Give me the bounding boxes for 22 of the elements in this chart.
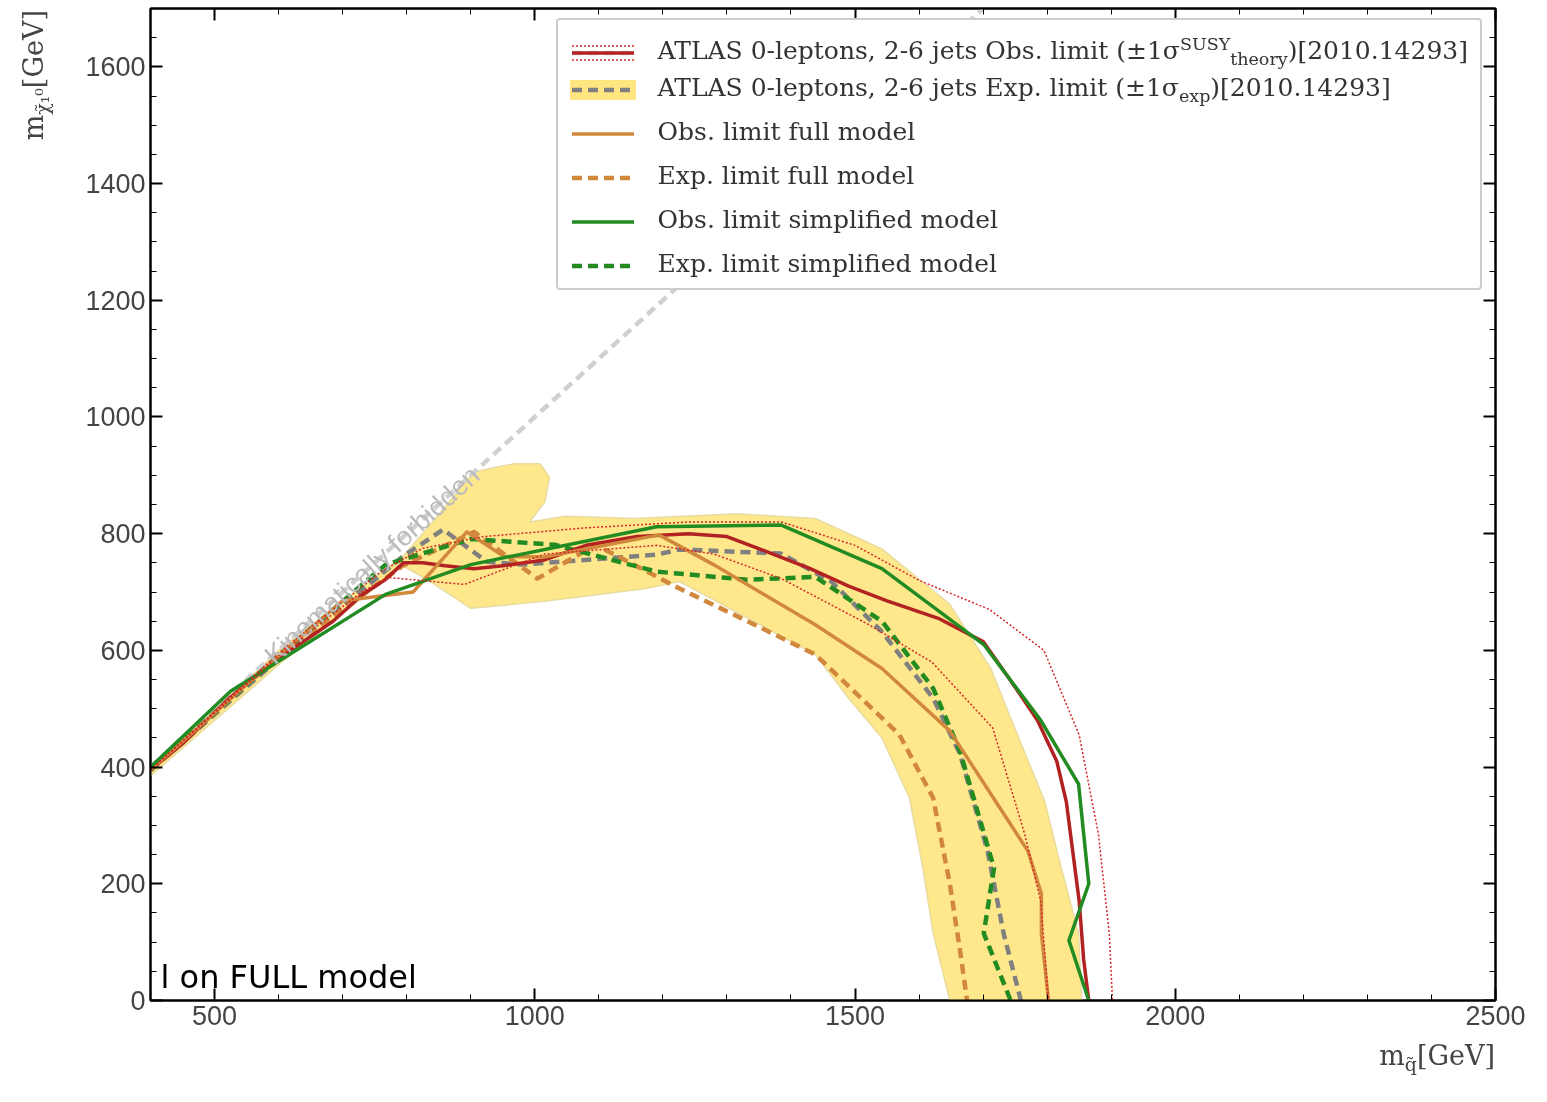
legend-label: ATLAS 0-leptons, 2-6 jets Exp. limit (±1σ$_{exp}$)[2010.14293] <box>657 73 1391 106</box>
legend-label: Exp. limit simplified model <box>656 248 998 280</box>
y-tick-label: 0 <box>130 986 146 1016</box>
x-tick-label: 500 <box>192 1000 238 1031</box>
y-tick-label: 1400 <box>85 169 146 200</box>
y-tick-label: 200 <box>100 869 146 900</box>
y-tick-label: 800 <box>100 519 146 550</box>
legend-label: Exp. limit full model <box>656 160 916 192</box>
y-tick-label: 600 <box>100 635 146 666</box>
y-tick-label: 1000 <box>85 402 146 433</box>
x-tick-label: 1500 <box>824 1000 886 1031</box>
legend-label: ATLAS 0-leptons, 2-6 jets Obs. limit (±1σ$^{SUSY}$$_{theory}$)[2010.14293] <box>656 33 1468 70</box>
x-tick-label: 1000 <box>504 1000 565 1031</box>
x-axis-title: m$_{q̃}$[GeV] <box>1379 1040 1495 1076</box>
legend-label: Obs. limit full model <box>656 116 917 148</box>
y-tick-label: 400 <box>100 752 146 783</box>
y-tick-label: 1600 <box>85 52 146 83</box>
legend-label: Obs. limit simplified model <box>656 204 999 236</box>
annotation: l on FULL model <box>160 957 417 996</box>
x-tick-label: 2500 <box>1465 1000 1526 1031</box>
x-tick-label: 2000 <box>1145 1000 1206 1031</box>
y-tick-label: 1200 <box>85 285 146 316</box>
